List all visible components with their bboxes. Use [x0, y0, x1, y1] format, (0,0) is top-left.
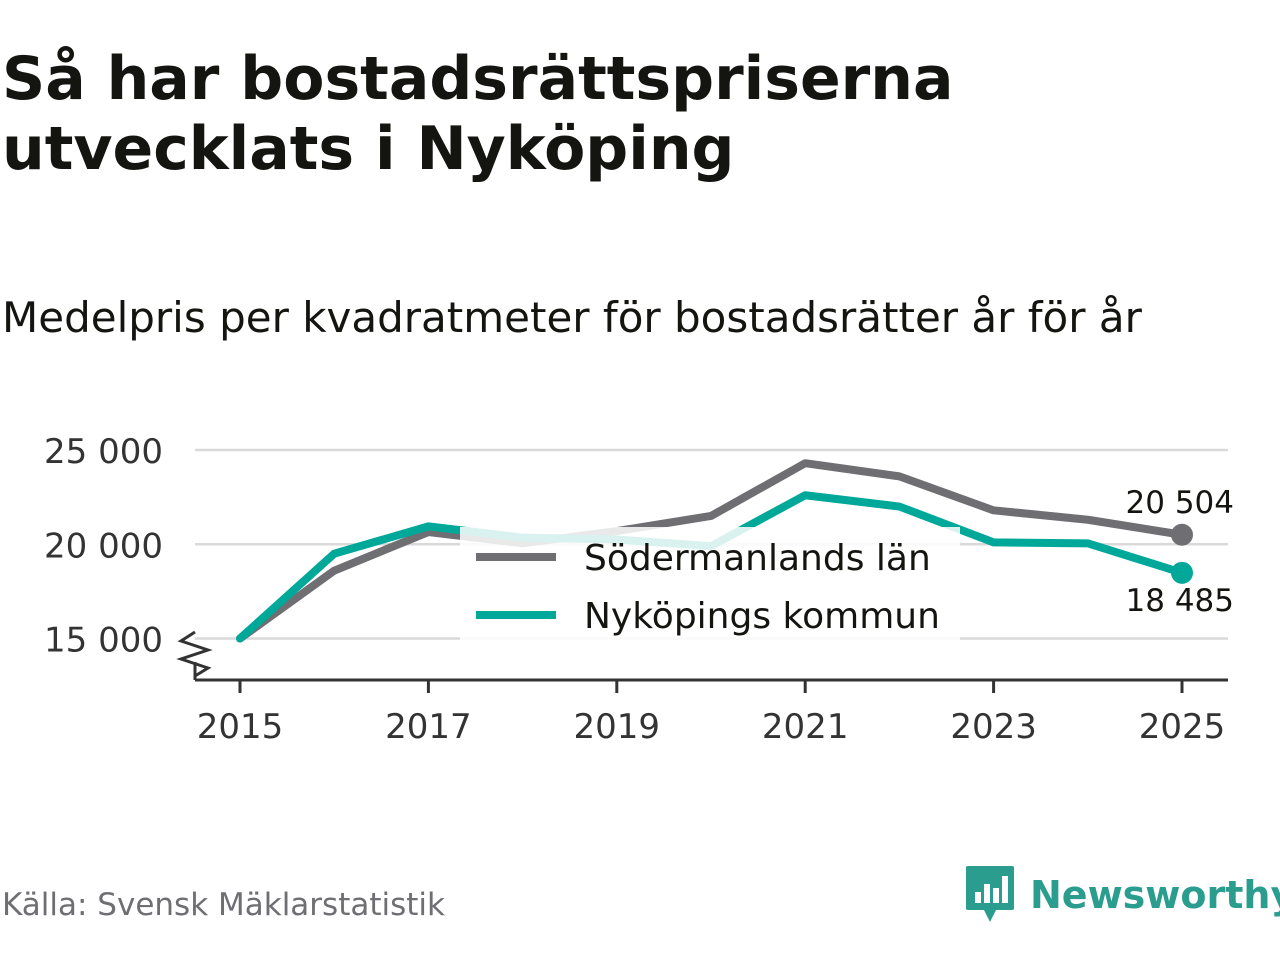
data-point	[897, 474, 901, 478]
legend-label: Södermanlands län	[584, 538, 931, 579]
source-note: Källa: Svensk Mäklarstatistik	[2, 887, 445, 923]
x-tick-label: 2021	[762, 707, 849, 747]
legend-box	[460, 527, 960, 645]
data-point	[803, 493, 807, 497]
end-point-marker	[1171, 561, 1193, 584]
legend-label: Nyköpings kommun	[584, 596, 940, 637]
data-point	[1086, 541, 1090, 545]
data-point	[992, 508, 996, 512]
chart-title: Så har bostadsrättspriserna utvecklats i…	[2, 44, 954, 184]
end-value-label: 18 485	[1126, 583, 1234, 619]
end-value-label: 20 504	[1126, 485, 1234, 521]
x-tick-label: 2017	[385, 707, 472, 747]
data-point	[897, 505, 901, 509]
axis-break-icon	[176, 630, 213, 678]
brand-logo: Newsworthy	[964, 864, 1280, 926]
end-point-marker	[1171, 523, 1193, 546]
data-point	[1086, 518, 1090, 522]
x-tick-label: 2019	[574, 707, 661, 747]
newsworthy-logo-icon	[966, 866, 1014, 922]
x-tick-label: 2023	[950, 707, 1037, 747]
chart-subtitle: Medelpris per kvadratmeter för bostadsrä…	[2, 293, 1142, 342]
y-tick-label: 20 000	[44, 526, 163, 566]
data-point	[332, 569, 336, 573]
brand-name: Newsworthy	[1030, 873, 1280, 917]
y-tick-label: 25 000	[44, 432, 163, 472]
data-point	[332, 552, 336, 556]
data-point	[803, 461, 807, 465]
data-point	[992, 540, 996, 544]
series-line-1	[236, 459, 1186, 643]
y-tick-label: 15 000	[44, 621, 163, 661]
x-tick-label: 2025	[1139, 707, 1226, 747]
x-tick-label: 2015	[197, 707, 284, 747]
data-point	[709, 514, 713, 518]
data-point	[426, 524, 430, 528]
data-point	[238, 637, 242, 641]
